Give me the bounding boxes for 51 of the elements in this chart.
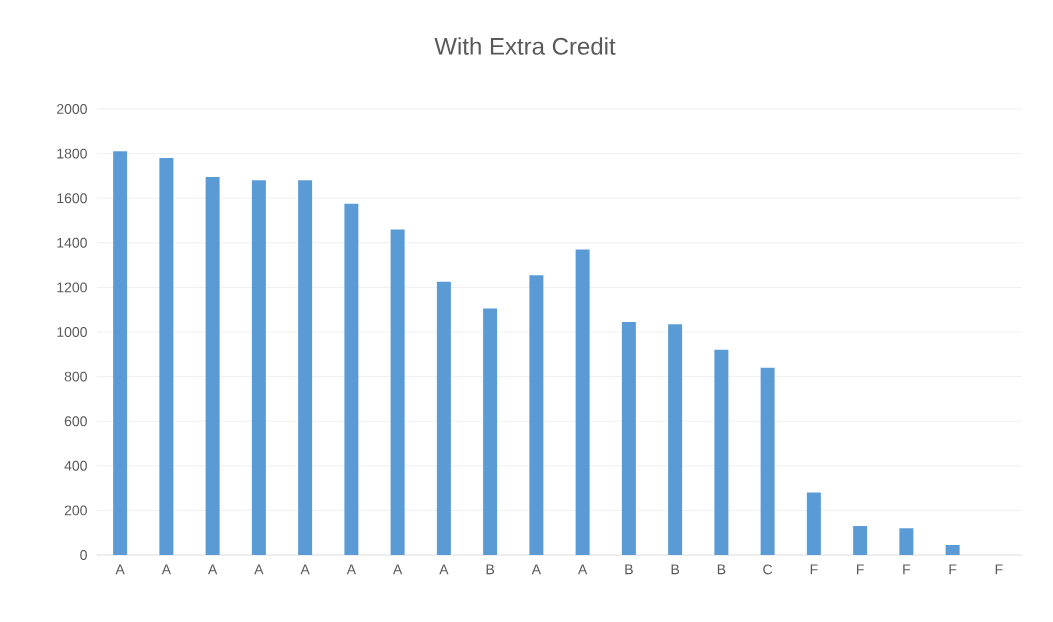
y-tick-label: 1200	[57, 282, 87, 293]
x-tick-label: F	[995, 564, 1003, 575]
bar	[390, 229, 405, 555]
y-tick-label: 1800	[57, 148, 87, 159]
bar	[205, 177, 220, 555]
bar	[159, 158, 174, 555]
y-tick-label: 1400	[57, 237, 87, 248]
y-tick-label: 600	[64, 416, 87, 427]
y-tick-label: 800	[64, 371, 87, 382]
bar	[714, 349, 729, 555]
x-tick-label: A	[439, 564, 449, 575]
bar	[483, 308, 498, 555]
x-tick-label: B	[671, 564, 680, 575]
bar	[621, 321, 636, 555]
bar	[899, 528, 914, 555]
y-tick-label: 400	[64, 460, 87, 471]
y-tick-label: 0	[80, 550, 87, 560]
x-tick-label: F	[903, 564, 911, 575]
bar	[760, 367, 775, 555]
bar	[806, 492, 821, 555]
x-tick-label: A	[115, 564, 125, 575]
bar	[529, 275, 544, 555]
x-tick-label: F	[857, 564, 864, 575]
x-tick-label: A	[531, 564, 542, 575]
bar	[853, 526, 868, 555]
x-tick-label: B	[625, 564, 633, 575]
x-tick-label: C	[763, 564, 773, 575]
y-tick-label: 200	[64, 505, 87, 516]
x-tick-label: A	[207, 564, 218, 575]
x-tick-label: B	[717, 564, 726, 575]
bar	[575, 249, 590, 555]
x-tick-label: B	[486, 564, 495, 575]
x-tick-label: A	[161, 564, 172, 575]
x-tick-label: A	[346, 564, 357, 575]
bar	[113, 151, 128, 555]
x-tick-label: A	[577, 564, 588, 575]
bar	[668, 324, 683, 555]
x-tick-label: F	[810, 564, 818, 575]
x-tick-label: F	[949, 564, 957, 575]
y-tick-label: 1600	[57, 193, 87, 204]
x-tick-label: A	[300, 564, 310, 575]
bar	[298, 180, 313, 555]
x-tick-label: A	[392, 564, 403, 575]
y-tick-label: 1000	[57, 327, 87, 337]
bar	[344, 203, 359, 555]
bar	[251, 180, 266, 555]
chart-title: With Extra Credit	[434, 37, 616, 55]
bar	[945, 544, 960, 555]
x-tick-label: A	[254, 564, 264, 575]
y-tick-label: 2000	[57, 104, 87, 114]
bar	[436, 281, 451, 555]
